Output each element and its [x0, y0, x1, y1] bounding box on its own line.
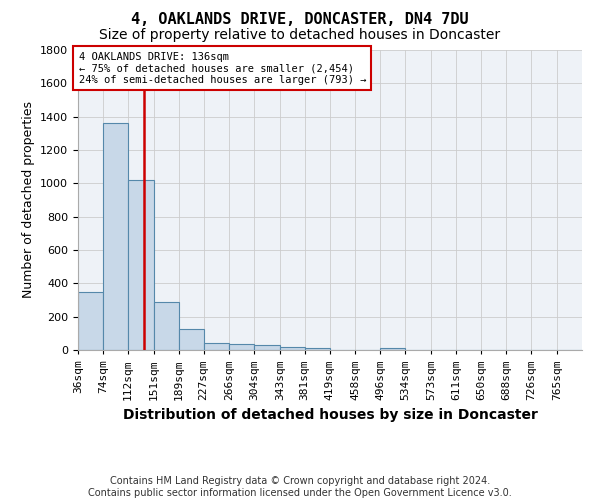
Bar	[203, 344, 229, 350]
Bar	[78, 292, 103, 350]
Y-axis label: Number of detached properties: Number of detached properties	[22, 102, 35, 298]
Text: 4 OAKLANDS DRIVE: 136sqm
← 75% of detached houses are smaller (2,454)
24% of sem: 4 OAKLANDS DRIVE: 136sqm ← 75% of detach…	[79, 52, 366, 85]
Bar	[103, 124, 128, 350]
Bar	[254, 345, 280, 350]
Text: 4, OAKLANDS DRIVE, DONCASTER, DN4 7DU: 4, OAKLANDS DRIVE, DONCASTER, DN4 7DU	[131, 12, 469, 28]
Bar	[179, 329, 203, 350]
Bar	[229, 344, 254, 350]
Bar	[280, 346, 305, 350]
Bar	[128, 180, 154, 350]
Text: Contains HM Land Registry data © Crown copyright and database right 2024.
Contai: Contains HM Land Registry data © Crown c…	[88, 476, 512, 498]
Bar	[305, 348, 329, 350]
Text: Distribution of detached houses by size in Doncaster: Distribution of detached houses by size …	[122, 408, 538, 422]
Bar	[154, 302, 179, 350]
Bar	[380, 348, 405, 350]
Text: Size of property relative to detached houses in Doncaster: Size of property relative to detached ho…	[100, 28, 500, 42]
